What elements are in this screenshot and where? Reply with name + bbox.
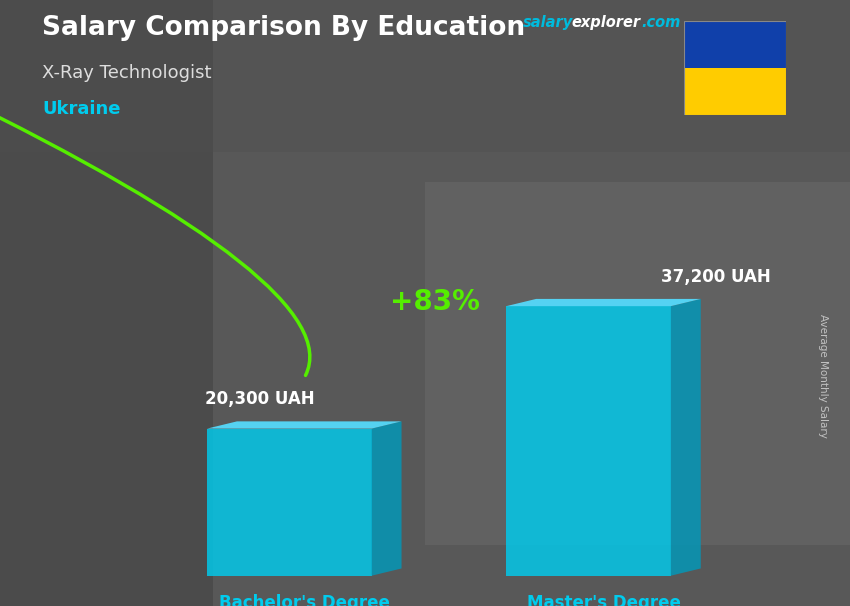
Text: Salary Comparison By Education: Salary Comparison By Education <box>42 15 525 41</box>
Bar <box>425 182 850 545</box>
Text: Bachelor's Degree: Bachelor's Degree <box>218 594 390 606</box>
Text: salary: salary <box>523 15 573 30</box>
Polygon shape <box>207 428 371 576</box>
Bar <box>0 0 212 606</box>
Text: 37,200 UAH: 37,200 UAH <box>660 268 771 286</box>
Bar <box>684 68 786 115</box>
Text: .com: .com <box>641 15 680 30</box>
Bar <box>684 21 786 68</box>
Text: explorer: explorer <box>571 15 640 30</box>
Text: Average Monthly Salary: Average Monthly Salary <box>818 314 828 438</box>
Text: Ukraine: Ukraine <box>42 100 121 118</box>
Text: Master's Degree: Master's Degree <box>526 594 681 606</box>
Text: 20,300 UAH: 20,300 UAH <box>205 390 314 408</box>
Text: +83%: +83% <box>390 288 480 316</box>
Polygon shape <box>671 299 700 576</box>
Polygon shape <box>507 299 700 306</box>
Polygon shape <box>507 306 671 576</box>
Bar <box>0 0 850 152</box>
Text: X-Ray Technologist: X-Ray Technologist <box>42 64 212 82</box>
Polygon shape <box>371 421 401 576</box>
Polygon shape <box>207 421 401 428</box>
